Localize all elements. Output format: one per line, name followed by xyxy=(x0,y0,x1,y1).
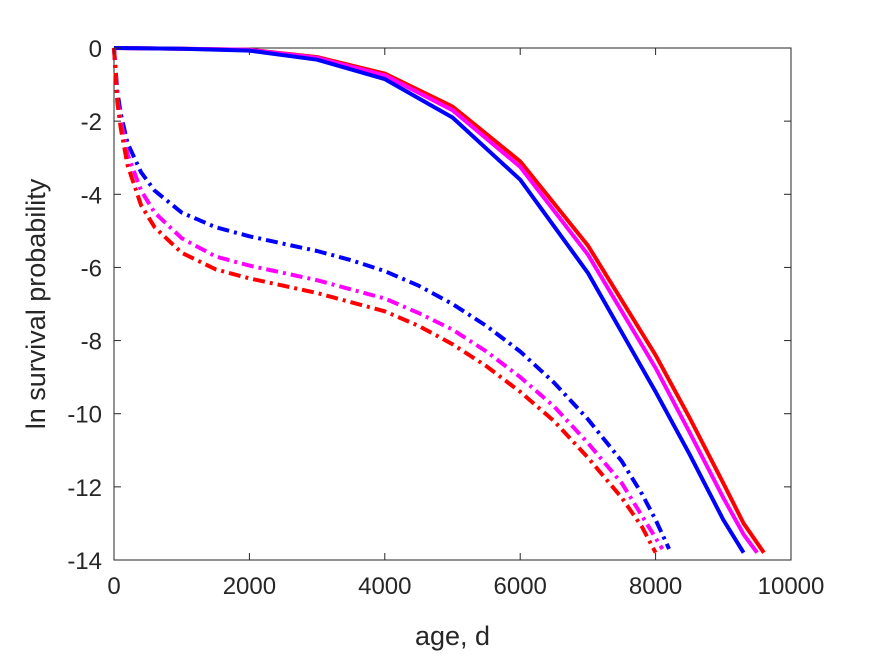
y-tick-label: -14 xyxy=(67,548,102,575)
ticks-layer: 0 2000 4000 6000 8000 10000 0 -2 -4 -6 -8 -10 -12 -14 xyxy=(67,36,824,600)
y-tick-label: -8 xyxy=(81,329,102,356)
x-tick-label: 4000 xyxy=(358,573,411,600)
series-line-5 xyxy=(112,47,665,551)
x-tick-label: 10000 xyxy=(758,573,825,600)
series-line-6 xyxy=(112,47,658,554)
x-tick-label: 2000 xyxy=(223,573,276,600)
x-tick-label: 0 xyxy=(107,573,120,600)
y-tick-label: -12 xyxy=(67,475,102,502)
y-tick-label: -10 xyxy=(67,402,102,429)
plot-area xyxy=(113,47,792,561)
series-line-3 xyxy=(113,46,746,554)
x-tick-label: 8000 xyxy=(629,573,682,600)
y-tick-label: 0 xyxy=(89,36,102,63)
y-axis-label: ln survival probability xyxy=(21,178,51,429)
x-axis-label: age, d xyxy=(415,621,490,651)
y-tick-label: -2 xyxy=(81,109,102,136)
series-line-4 xyxy=(112,47,671,550)
x-tick-label: 6000 xyxy=(494,573,547,600)
y-tick-label: -6 xyxy=(81,255,102,282)
y-tick-label: -4 xyxy=(81,182,102,209)
axes-box xyxy=(113,47,792,561)
